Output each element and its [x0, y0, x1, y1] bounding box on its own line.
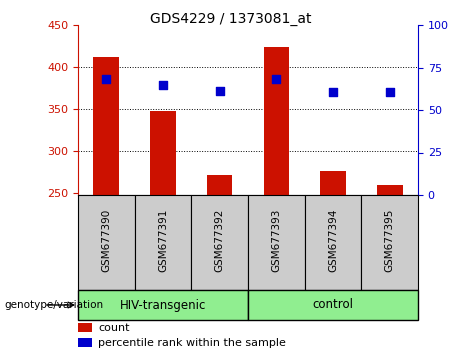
Bar: [320, 171, 346, 195]
Point: [159, 82, 166, 87]
Text: count: count: [98, 322, 130, 333]
Text: GSM677393: GSM677393: [272, 209, 281, 272]
Bar: [377, 185, 402, 195]
Text: genotype/variation: genotype/variation: [5, 300, 104, 310]
Text: control: control: [313, 298, 354, 312]
Text: GSM677392: GSM677392: [215, 209, 225, 272]
Bar: [264, 47, 289, 195]
Bar: [78, 290, 248, 320]
Bar: [94, 57, 119, 195]
Point: [216, 88, 223, 93]
Text: GSM677391: GSM677391: [158, 209, 168, 272]
Text: GSM677394: GSM677394: [328, 209, 338, 272]
Bar: [78, 195, 135, 290]
Bar: [78, 338, 92, 347]
Bar: [361, 195, 418, 290]
Text: GDS4229 / 1373081_at: GDS4229 / 1373081_at: [150, 12, 311, 26]
Bar: [248, 290, 418, 320]
Text: HIV-transgenic: HIV-transgenic: [120, 298, 206, 312]
Point: [272, 76, 280, 82]
Bar: [305, 195, 361, 290]
Point: [102, 76, 110, 82]
Bar: [191, 195, 248, 290]
Text: GSM677390: GSM677390: [101, 209, 112, 272]
Bar: [150, 111, 176, 195]
Bar: [135, 195, 191, 290]
Bar: [78, 323, 92, 332]
Bar: [207, 175, 232, 195]
Bar: [248, 195, 305, 290]
Text: GSM677395: GSM677395: [384, 209, 395, 272]
Point: [386, 90, 394, 95]
Point: [329, 90, 337, 95]
Text: percentile rank within the sample: percentile rank within the sample: [98, 338, 286, 348]
